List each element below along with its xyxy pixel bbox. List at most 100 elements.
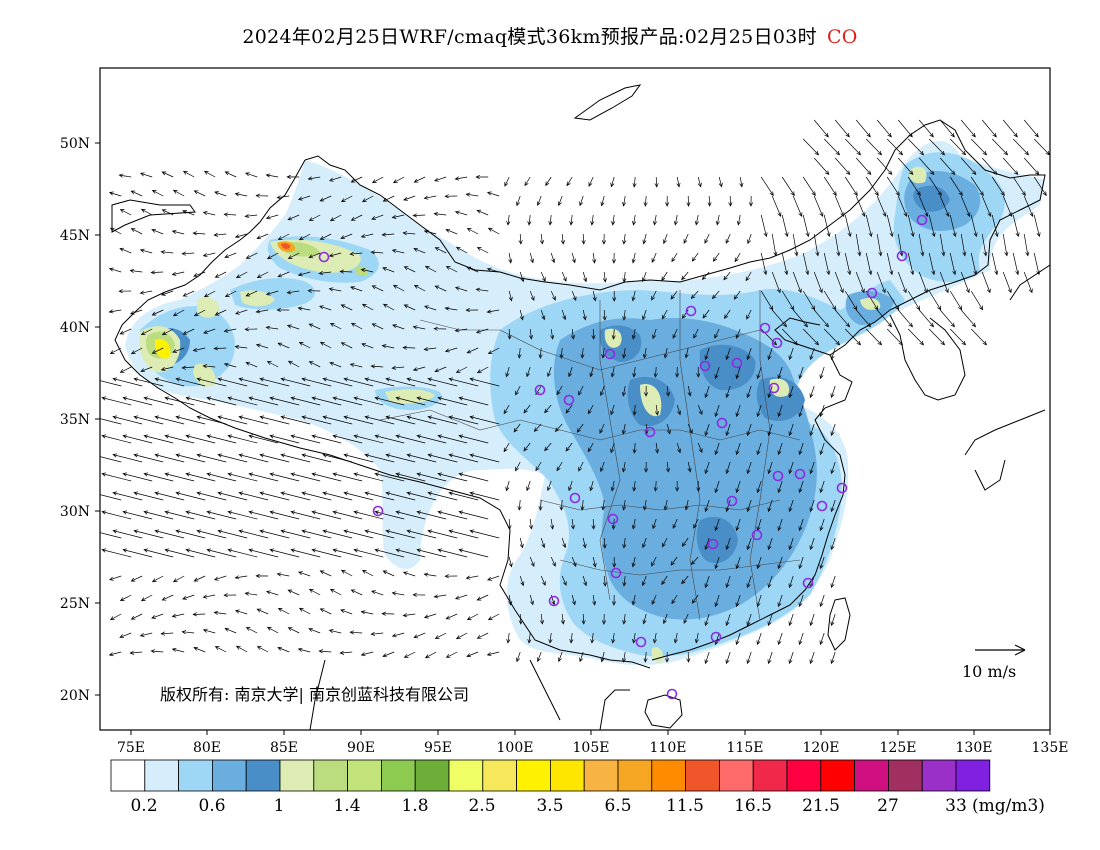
wind-arrow [725, 461, 731, 475]
wind-arrow [476, 247, 489, 254]
wind-arrow [140, 366, 153, 373]
wind-arrow [655, 404, 660, 416]
wind-arrow [928, 138, 946, 156]
field-red [281, 243, 291, 249]
wind-arrow [508, 252, 513, 264]
wind-arrow [813, 119, 829, 138]
wind-arrow [122, 434, 153, 444]
wind-arrow [865, 328, 883, 346]
wind-arrow [1023, 119, 1039, 138]
wind-arrow [109, 613, 122, 621]
wind-arrow [571, 556, 577, 568]
wind-arrow [139, 632, 153, 637]
wind-arrow [865, 138, 883, 156]
wind-arrow [735, 480, 741, 494]
wind-arrow [704, 537, 710, 551]
wind-arrow [745, 271, 752, 282]
wind-arrow [361, 195, 374, 203]
wind-arrow [175, 491, 206, 501]
wind-arrow [897, 195, 908, 218]
station-marker [802, 577, 814, 589]
wind-arrow [129, 650, 143, 655]
wind-arrow [544, 442, 552, 452]
wind-arrow [224, 290, 237, 297]
wind-arrow [364, 453, 395, 463]
wind-arrow [886, 214, 894, 238]
wind-arrow [665, 461, 671, 473]
wind-arrow [332, 510, 363, 520]
wind-arrow [343, 377, 374, 387]
station-marker [666, 688, 678, 700]
wind-arrow [255, 309, 269, 314]
wind-arrow [151, 228, 164, 235]
wind-arrow [560, 233, 565, 245]
wind-arrow [673, 214, 678, 226]
wind-arrow [360, 233, 374, 239]
wind-arrow [308, 252, 321, 259]
wind-arrow [213, 232, 227, 237]
wind-arrow [329, 588, 342, 596]
wind-arrow [193, 309, 206, 317]
wind-arrow [545, 176, 552, 187]
wind-arrow [298, 571, 311, 577]
concentration-field [125, 140, 1045, 666]
wind-arrow [538, 499, 543, 511]
wind-arrow [735, 594, 741, 608]
wind-arrow [433, 326, 447, 331]
wind-arrow [269, 472, 300, 482]
wind-arrow [907, 138, 925, 156]
wind-arrow [454, 594, 468, 600]
wind-arrow [1033, 252, 1041, 276]
wind-arrow [434, 632, 447, 639]
lon-label: 95E [424, 740, 452, 756]
colorbar-swatch [685, 759, 720, 792]
wind-arrow [918, 157, 935, 175]
wind-arrow [725, 651, 731, 665]
station-marker [759, 322, 771, 334]
wind-arrow [960, 195, 971, 218]
wind-reference-label: 10 m/s [962, 662, 1017, 681]
wind-arrow [694, 214, 699, 226]
wind-arrow [448, 415, 479, 425]
wind-arrow [788, 499, 794, 513]
wind-arrow [693, 518, 699, 529]
lat-label: 35N [60, 412, 90, 428]
wind-arrow [702, 309, 710, 319]
wind-arrow [171, 647, 185, 653]
wind-arrow [245, 252, 258, 259]
wind-arrow [712, 252, 720, 262]
wind-arrow [802, 252, 810, 276]
wind-arrow [487, 575, 500, 581]
wind-arrow [528, 518, 534, 530]
wind-arrow [672, 518, 678, 529]
wind-arrow [374, 434, 405, 444]
wind-arrow [523, 404, 531, 414]
wind-arrow [928, 290, 942, 311]
wind-arrow [529, 594, 534, 606]
wind-arrow [788, 575, 794, 589]
wind-arrow [928, 328, 946, 346]
wind-arrow [371, 176, 384, 184]
wind-arrow [143, 548, 174, 558]
wind-arrow [318, 271, 332, 276]
wind-arrow [391, 591, 405, 596]
wind-arrow [704, 385, 710, 399]
wind-arrow [466, 266, 479, 273]
wind-arrow [109, 227, 122, 235]
wind-arrow [469, 453, 500, 463]
wind-arrow [319, 305, 332, 311]
wind-arrow [403, 651, 416, 658]
wind-arrow [823, 176, 837, 197]
wind-arrow [561, 309, 567, 321]
wind-arrow [109, 347, 122, 354]
wind-arrow [736, 214, 741, 226]
wind-arrow [322, 377, 353, 387]
wind-arrow [332, 396, 363, 406]
wind-arrow [610, 176, 615, 188]
wind-arrow [290, 472, 321, 482]
wind-arrow [666, 423, 671, 435]
colorbar-swatch [583, 759, 619, 792]
wind-arrow [981, 119, 997, 138]
lon-label: 100E [497, 740, 534, 756]
wind-arrow [370, 250, 384, 255]
